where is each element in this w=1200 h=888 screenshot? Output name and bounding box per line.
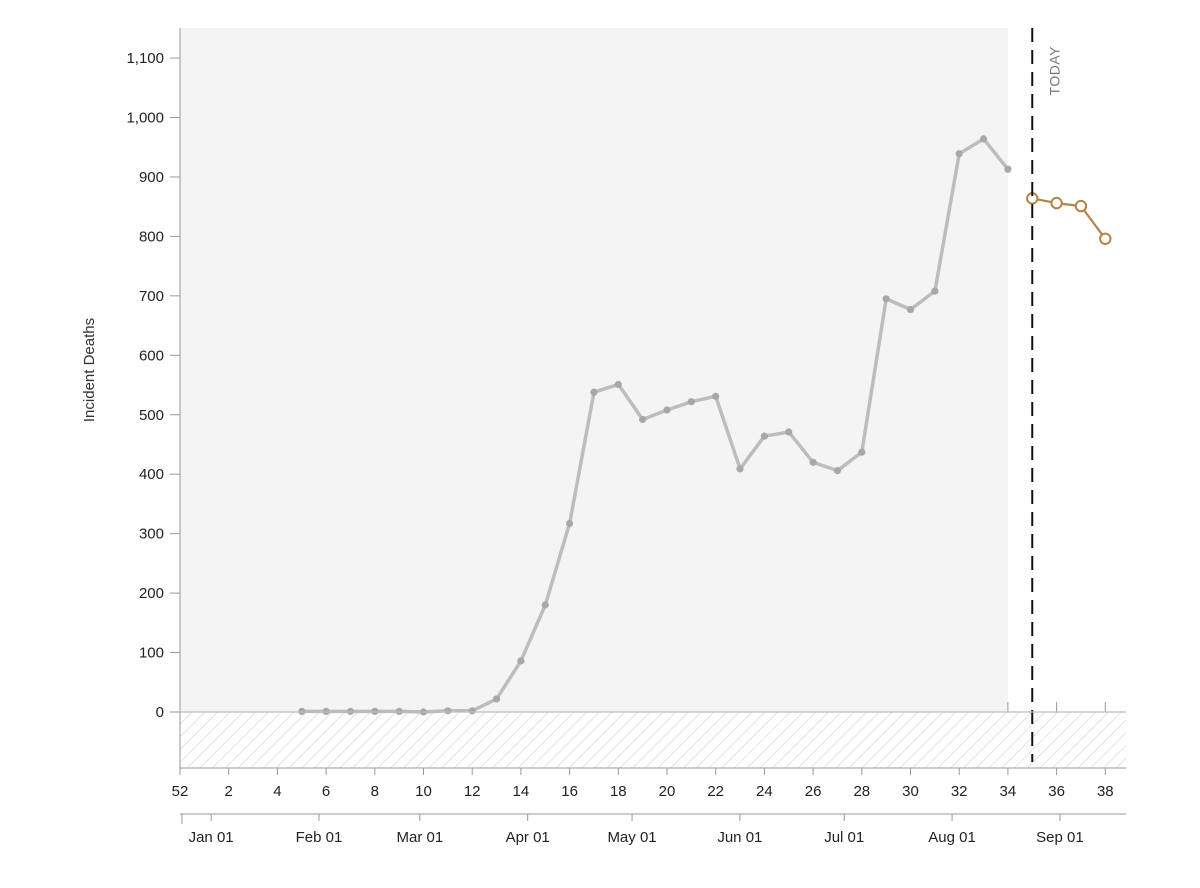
month-tick-label: Sep 01 [1036,829,1084,846]
y-axis: 0 100 200 300 400 500 600 700 800 900 1,000 1,100 [126,28,181,768]
y-tick-label: 300 [139,526,164,543]
y-tick-label: 500 [139,407,164,424]
month-tick-label: May 01 [607,829,656,846]
observed-point [444,707,452,715]
observed-period-shade [180,28,1008,712]
week-tick-label: 52 [172,783,189,800]
week-tick-label: 18 [610,783,627,800]
week-tick-label: 6 [322,783,330,800]
observed-point [931,287,939,295]
observed-point [468,707,476,715]
observed-point [492,695,501,703]
week-tick-label: 16 [561,783,578,800]
observed-point [955,150,963,158]
week-tick-label: 28 [853,783,870,800]
y-tick-label: 1,100 [126,50,164,67]
week-tick-label: 32 [951,783,968,800]
y-tick-label: 400 [139,466,164,483]
week-tick-label: 26 [805,783,822,800]
observed-point [906,305,915,314]
y-tick-label: 0 [156,704,164,721]
week-tick-label: 12 [464,783,481,800]
week-tick-label: 22 [707,783,724,800]
observed-point [736,465,744,473]
observed-point [760,432,769,440]
month-tick-label: Mar 01 [397,829,444,846]
month-tick-label: Feb 01 [296,829,343,846]
observed-point [712,392,720,400]
week-tick-label: 24 [756,783,773,800]
observed-point [785,428,793,436]
observed-point [882,295,890,303]
today-label: TODAY [1046,46,1062,96]
month-tick-label: Jun 01 [717,829,762,846]
y-tick-label: 600 [139,347,164,364]
y-tick-label: 200 [139,585,164,602]
observed-point [517,657,525,665]
x-axis-weeks: 52 2 4 6 8 10 12 14 16 18 20 22 24 26 28 30 32 34 36 38 [172,702,1126,800]
month-tick-label: Aug 01 [928,829,976,846]
month-tick-label: Jul 01 [824,829,864,846]
y-tick-label: 1,000 [126,110,164,127]
week-tick-label: 10 [415,783,432,800]
observed-point [858,448,866,456]
forecast-point [1099,232,1112,245]
observed-point [663,406,671,414]
observed-point [639,415,647,424]
week-tick-label: 34 [1000,783,1017,800]
forecast-point [1074,199,1088,213]
observed-point [833,467,842,475]
y-tick-label: 900 [139,169,164,186]
week-tick-label: 36 [1048,783,1065,800]
observed-point [1004,165,1012,173]
forecast-point [1050,196,1063,210]
observed-point [541,601,549,609]
week-tick-label: 38 [1097,783,1114,800]
week-tick-label: 20 [659,783,676,800]
observed-point [687,398,695,406]
month-tick-label: Jan 01 [189,829,234,846]
observed-point [614,380,622,389]
week-tick-label: 30 [902,783,919,800]
y-tick-label: 800 [139,228,164,245]
y-tick-label: 700 [139,288,164,305]
week-tick-label: 4 [273,783,281,800]
observed-point [590,388,598,396]
negative-region-hatch [180,712,1126,768]
week-tick-label: 8 [371,783,379,800]
observed-point [979,135,988,143]
observed-point [566,519,574,528]
week-tick-label: 14 [513,783,530,800]
month-tick-label: Apr 01 [506,829,550,846]
observed-point [809,458,817,466]
y-tick-label: 100 [139,645,164,662]
week-tick-label: 2 [225,783,233,800]
y-axis-label: Incident Deaths [81,318,98,422]
x-axis-months: Jan 01 Feb 01 Mar 01 Apr 01 May 01 Jun 01 Jul … [180,813,1126,846]
forecast-series-line [1031,197,1107,240]
